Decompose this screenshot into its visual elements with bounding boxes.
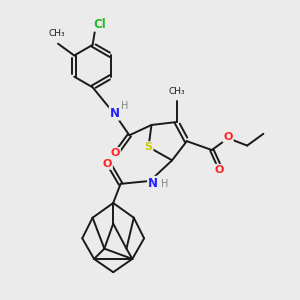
Text: N: N xyxy=(110,107,120,120)
Text: S: S xyxy=(145,142,152,152)
Text: H: H xyxy=(121,101,129,111)
Text: O: O xyxy=(103,159,112,169)
Text: CH₃: CH₃ xyxy=(48,29,65,38)
Text: O: O xyxy=(214,165,224,175)
Text: O: O xyxy=(111,148,120,158)
Text: CH₃: CH₃ xyxy=(169,87,185,96)
Text: H: H xyxy=(161,179,168,189)
Text: Cl: Cl xyxy=(94,18,106,31)
Text: N: N xyxy=(148,177,158,190)
Text: O: O xyxy=(223,132,233,142)
